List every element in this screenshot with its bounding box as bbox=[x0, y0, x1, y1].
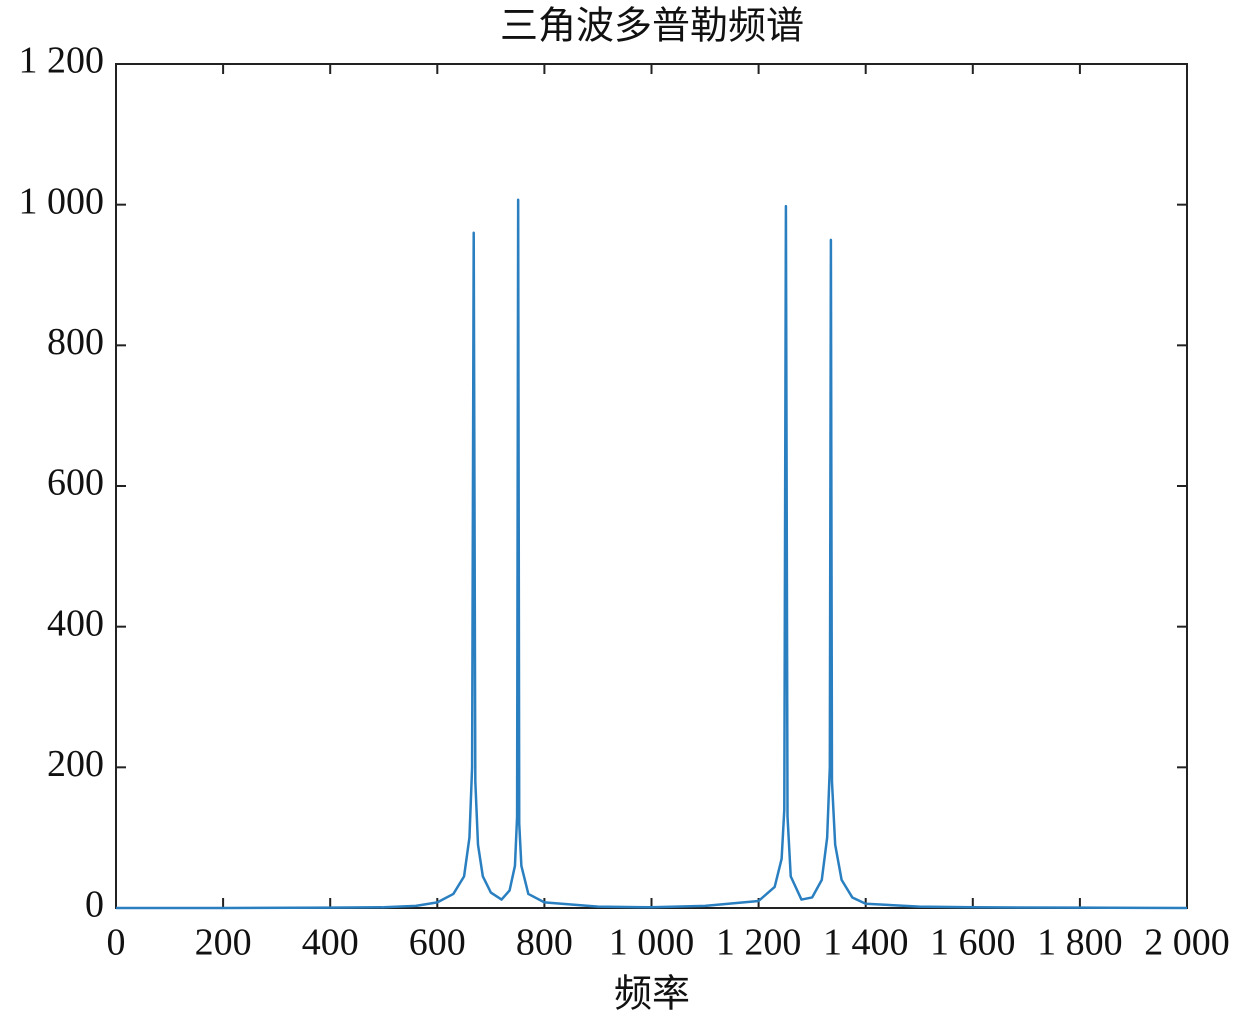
y-tick-label: 1 000 bbox=[19, 180, 105, 222]
y-tick-label: 200 bbox=[47, 743, 104, 785]
y-tick-label: 600 bbox=[47, 462, 104, 504]
x-tick-label: 0 bbox=[107, 922, 126, 964]
x-tick-label: 1 200 bbox=[716, 922, 802, 964]
x-tick-label: 400 bbox=[302, 922, 359, 964]
y-tick-label: 1 200 bbox=[19, 40, 105, 82]
x-tick-label: 1 800 bbox=[1037, 922, 1123, 964]
x-tick-label: 1 400 bbox=[823, 922, 909, 964]
x-tick-label: 2 000 bbox=[1144, 922, 1230, 964]
x-tick-label: 200 bbox=[195, 922, 252, 964]
y-tick-label: 0 bbox=[85, 884, 104, 926]
x-tick-label: 1 000 bbox=[609, 922, 695, 964]
plot-frame bbox=[115, 63, 1188, 909]
y-tick-label: 400 bbox=[47, 602, 104, 644]
x-tick-label: 600 bbox=[409, 922, 466, 964]
x-axis-label: 频率 bbox=[614, 974, 690, 1016]
y-tick-label: 800 bbox=[47, 321, 104, 363]
spectrum-line bbox=[116, 198, 1188, 910]
x-tick-label: 800 bbox=[516, 922, 573, 964]
chart-title: 三角波多普勒频谱 bbox=[500, 6, 804, 48]
x-tick-label: 1 600 bbox=[930, 922, 1016, 964]
